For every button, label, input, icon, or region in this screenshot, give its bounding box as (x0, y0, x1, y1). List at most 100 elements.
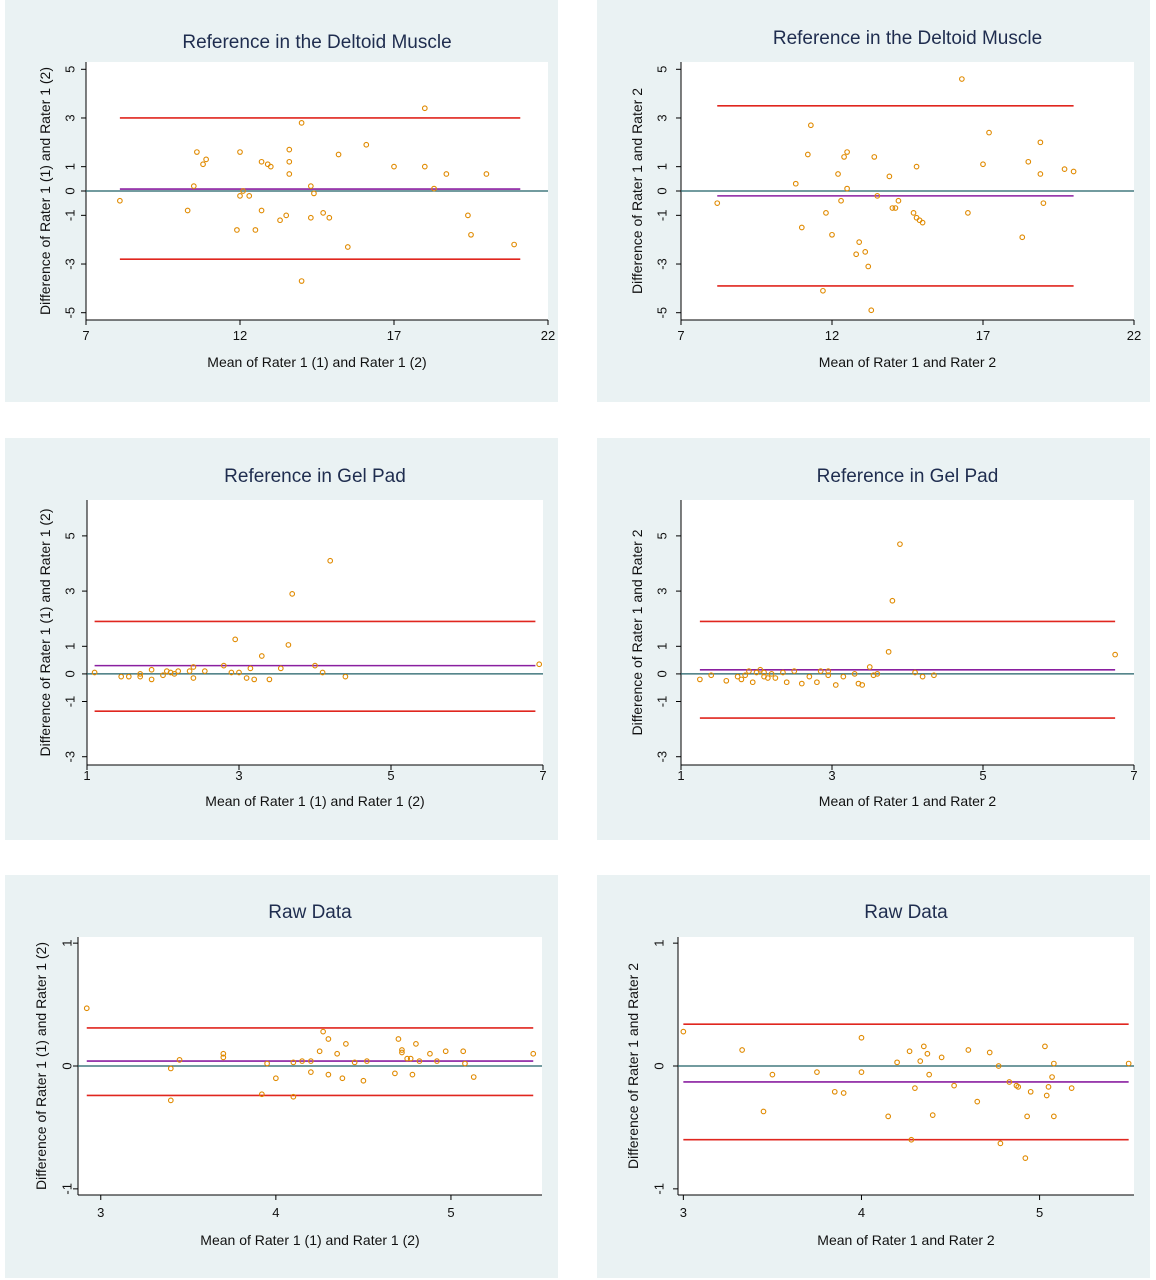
chart-title: Reference in Gel Pad (817, 466, 999, 487)
data-point (511, 241, 517, 248)
x-tick-label: 17 (976, 328, 990, 343)
data-point (234, 227, 240, 233)
y-tick-label: -1 (63, 210, 78, 222)
data-point (320, 210, 327, 216)
y-tick-label: -1 (60, 1183, 75, 1195)
data-point (175, 668, 182, 674)
y-tick-label: 3 (655, 587, 670, 594)
data-point (997, 1140, 1004, 1147)
data-point (325, 1036, 332, 1042)
data-point (190, 675, 197, 681)
data-point (1070, 168, 1077, 175)
y-tick-label: 5 (655, 532, 670, 539)
data-point (832, 682, 839, 688)
data-point (1024, 1113, 1030, 1120)
data-point (889, 205, 896, 211)
data-point (247, 665, 254, 672)
data-point (995, 1063, 1002, 1069)
chart-panel-gelpad-rater1-rater2: Reference in Gel Pad -3 -1 0 1 3 5 1 3 5 7 Mean of … (597, 438, 1150, 840)
data-point (264, 1060, 270, 1067)
y-tick-label: -3 (655, 751, 670, 763)
data-point (749, 679, 756, 686)
data-point (258, 653, 265, 659)
data-point (299, 1058, 305, 1064)
data-point (908, 1136, 915, 1143)
data-point (465, 212, 471, 219)
x-tick-label: 5 (447, 1205, 454, 1220)
plot-area (681, 500, 1134, 765)
data-point (862, 248, 869, 255)
x-tick-label: 3 (235, 768, 242, 783)
y-axis-label: Difference of Rater 1 (1) and Rater 1 (2… (37, 67, 53, 315)
data-point (980, 161, 986, 168)
x-tick-label: 12 (825, 328, 839, 343)
data-point (343, 1041, 349, 1047)
y-tick-label: -1 (655, 696, 670, 708)
data-point (462, 1060, 468, 1067)
data-point (831, 1088, 838, 1095)
data-point (460, 1048, 467, 1055)
y-tick-label: 3 (655, 114, 670, 121)
data-point (768, 671, 775, 677)
bland-altman-plot: Reference in the Deltoid Muscle -5 -3 -1 0 1 3… (629, 28, 1141, 370)
x-tick-label: 1 (83, 768, 90, 783)
data-point (186, 668, 193, 674)
data-point (1022, 1155, 1029, 1161)
x-axis-label: Mean of Rater 1 and Rater 2 (819, 354, 997, 370)
data-point (894, 1059, 900, 1066)
bland-altman-plot: Raw Data -1 0 1 3 4 5 Mean of Rater 1 (1) and R… (33, 902, 542, 1248)
data-point (868, 307, 875, 314)
y-tick-label: 1 (60, 940, 75, 947)
x-tick-label: 7 (82, 328, 89, 343)
x-tick-label: 3 (97, 1205, 104, 1220)
data-point (780, 669, 786, 676)
y-tick-label: 0 (60, 1062, 75, 1069)
chart-title: Raw Data (864, 902, 948, 923)
data-point (246, 193, 253, 199)
data-point (443, 171, 450, 177)
data-point (392, 1070, 398, 1077)
x-tick-label: 12 (233, 328, 247, 343)
y-tick-label: -5 (63, 307, 78, 319)
y-tick-label: 1 (652, 940, 667, 947)
x-tick-label: 1 (677, 768, 684, 783)
data-point (311, 190, 317, 197)
chart-panel-raw-rater1: Raw Data -1 0 1 3 4 5 Mean of Rater 1 (1) and R… (5, 875, 558, 1278)
data-point (258, 207, 265, 214)
y-axis-label: Difference of Rater 1 and Rater 2 (629, 88, 645, 294)
x-axis-label: Mean of Rater 1 (1) and Rater 1 (2) (207, 354, 426, 370)
data-point (536, 661, 543, 668)
data-point (1050, 1060, 1057, 1067)
data-point (931, 672, 937, 679)
data-point (421, 105, 428, 112)
data-point (421, 163, 428, 170)
data-point (938, 1054, 945, 1061)
y-tick-label: 1 (63, 643, 78, 650)
x-tick-label: 4 (858, 1205, 865, 1220)
data-point (714, 200, 721, 207)
data-point (926, 1071, 933, 1078)
x-tick-label: 17 (387, 328, 401, 343)
data-point (160, 672, 166, 679)
chart-panel-deltoid-rater1-rater2: Reference in the Deltoid Muscle -5 -3 -1 0 1 3… (597, 0, 1150, 402)
data-point (1040, 200, 1047, 207)
y-tick-label: -1 (63, 696, 78, 708)
data-point (289, 591, 296, 597)
data-point (886, 173, 893, 180)
y-tick-label: 1 (63, 163, 78, 170)
y-tick-label: -1 (655, 210, 670, 222)
data-point (798, 680, 805, 687)
data-point (431, 185, 437, 192)
data-point (829, 231, 835, 238)
y-tick-label: 3 (63, 114, 78, 121)
data-point (273, 1075, 279, 1082)
data-point (530, 1050, 537, 1057)
chart-title: Reference in Gel Pad (224, 466, 406, 487)
data-point (413, 1041, 419, 1047)
data-point (959, 76, 965, 82)
data-point (919, 673, 926, 680)
x-axis-label: Mean of Rater 1 (1) and Rater 1 (2) (205, 793, 424, 809)
data-point (286, 158, 293, 165)
data-point (919, 219, 926, 226)
data-point (307, 183, 314, 189)
